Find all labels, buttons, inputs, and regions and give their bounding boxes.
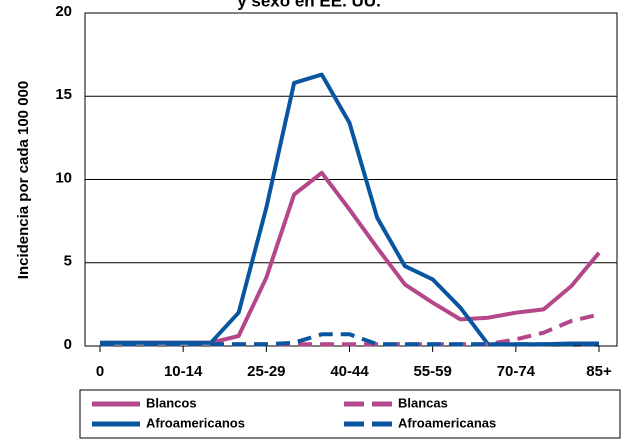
x-tick-label: 10-14 — [164, 363, 203, 380]
chart-title: y sexo en EE. UU. — [237, 0, 381, 10]
legend-label: Blancas — [398, 395, 448, 410]
y-tick-label: 10 — [55, 169, 72, 186]
x-tick-label: 25-29 — [247, 363, 285, 380]
series-line — [100, 170, 601, 345]
y-tick-label: 15 — [55, 86, 72, 103]
legend-label: Afroamericanos — [146, 415, 245, 430]
x-tick-label: 55-59 — [413, 363, 451, 380]
legend-box — [79, 389, 621, 439]
series-line — [100, 332, 599, 347]
legend-label: Blancos — [146, 395, 197, 410]
y-tick-label: 20 — [55, 3, 72, 20]
series-line — [100, 312, 600, 347]
x-tick-label: 85+ — [586, 363, 612, 380]
x-tick-label: 70-74 — [497, 363, 536, 380]
y-axis-label: Incidencia por cada 100 000 — [15, 81, 32, 279]
x-tick-label: 0 — [96, 363, 104, 380]
legend-label: Afroamericanas — [398, 415, 496, 430]
y-tick-label: 0 — [64, 336, 72, 353]
y-tick-label: 5 — [64, 253, 72, 270]
x-tick-label: 40-44 — [330, 363, 369, 380]
